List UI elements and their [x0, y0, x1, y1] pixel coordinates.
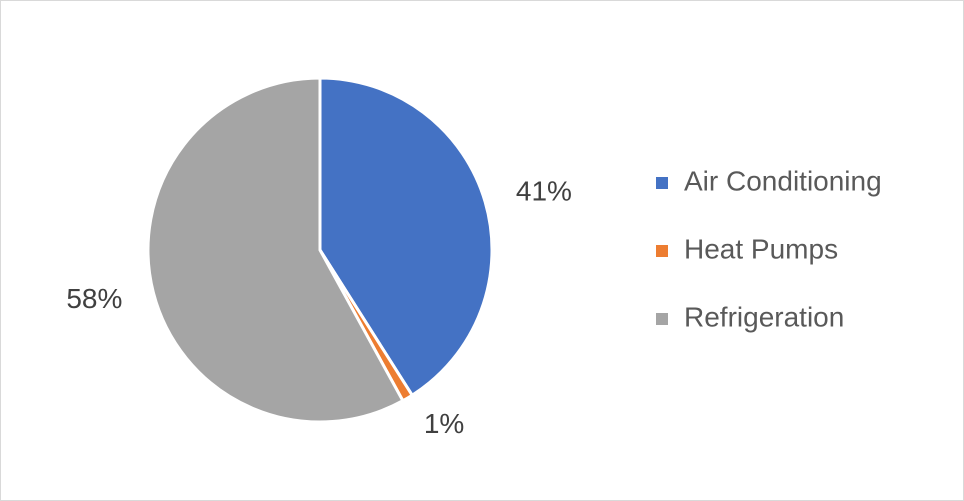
legend-label: Heat Pumps [684, 233, 838, 264]
data-label: 41% [516, 175, 572, 206]
legend-swatch [656, 245, 668, 257]
pie-slice [146, 76, 405, 424]
legend-swatch [656, 313, 668, 325]
legend-swatch [656, 177, 668, 189]
data-label: 58% [66, 283, 122, 314]
data-label: 1% [424, 408, 464, 439]
legend-label: Refrigeration [684, 301, 844, 332]
legend-label: Air Conditioning [684, 165, 882, 196]
